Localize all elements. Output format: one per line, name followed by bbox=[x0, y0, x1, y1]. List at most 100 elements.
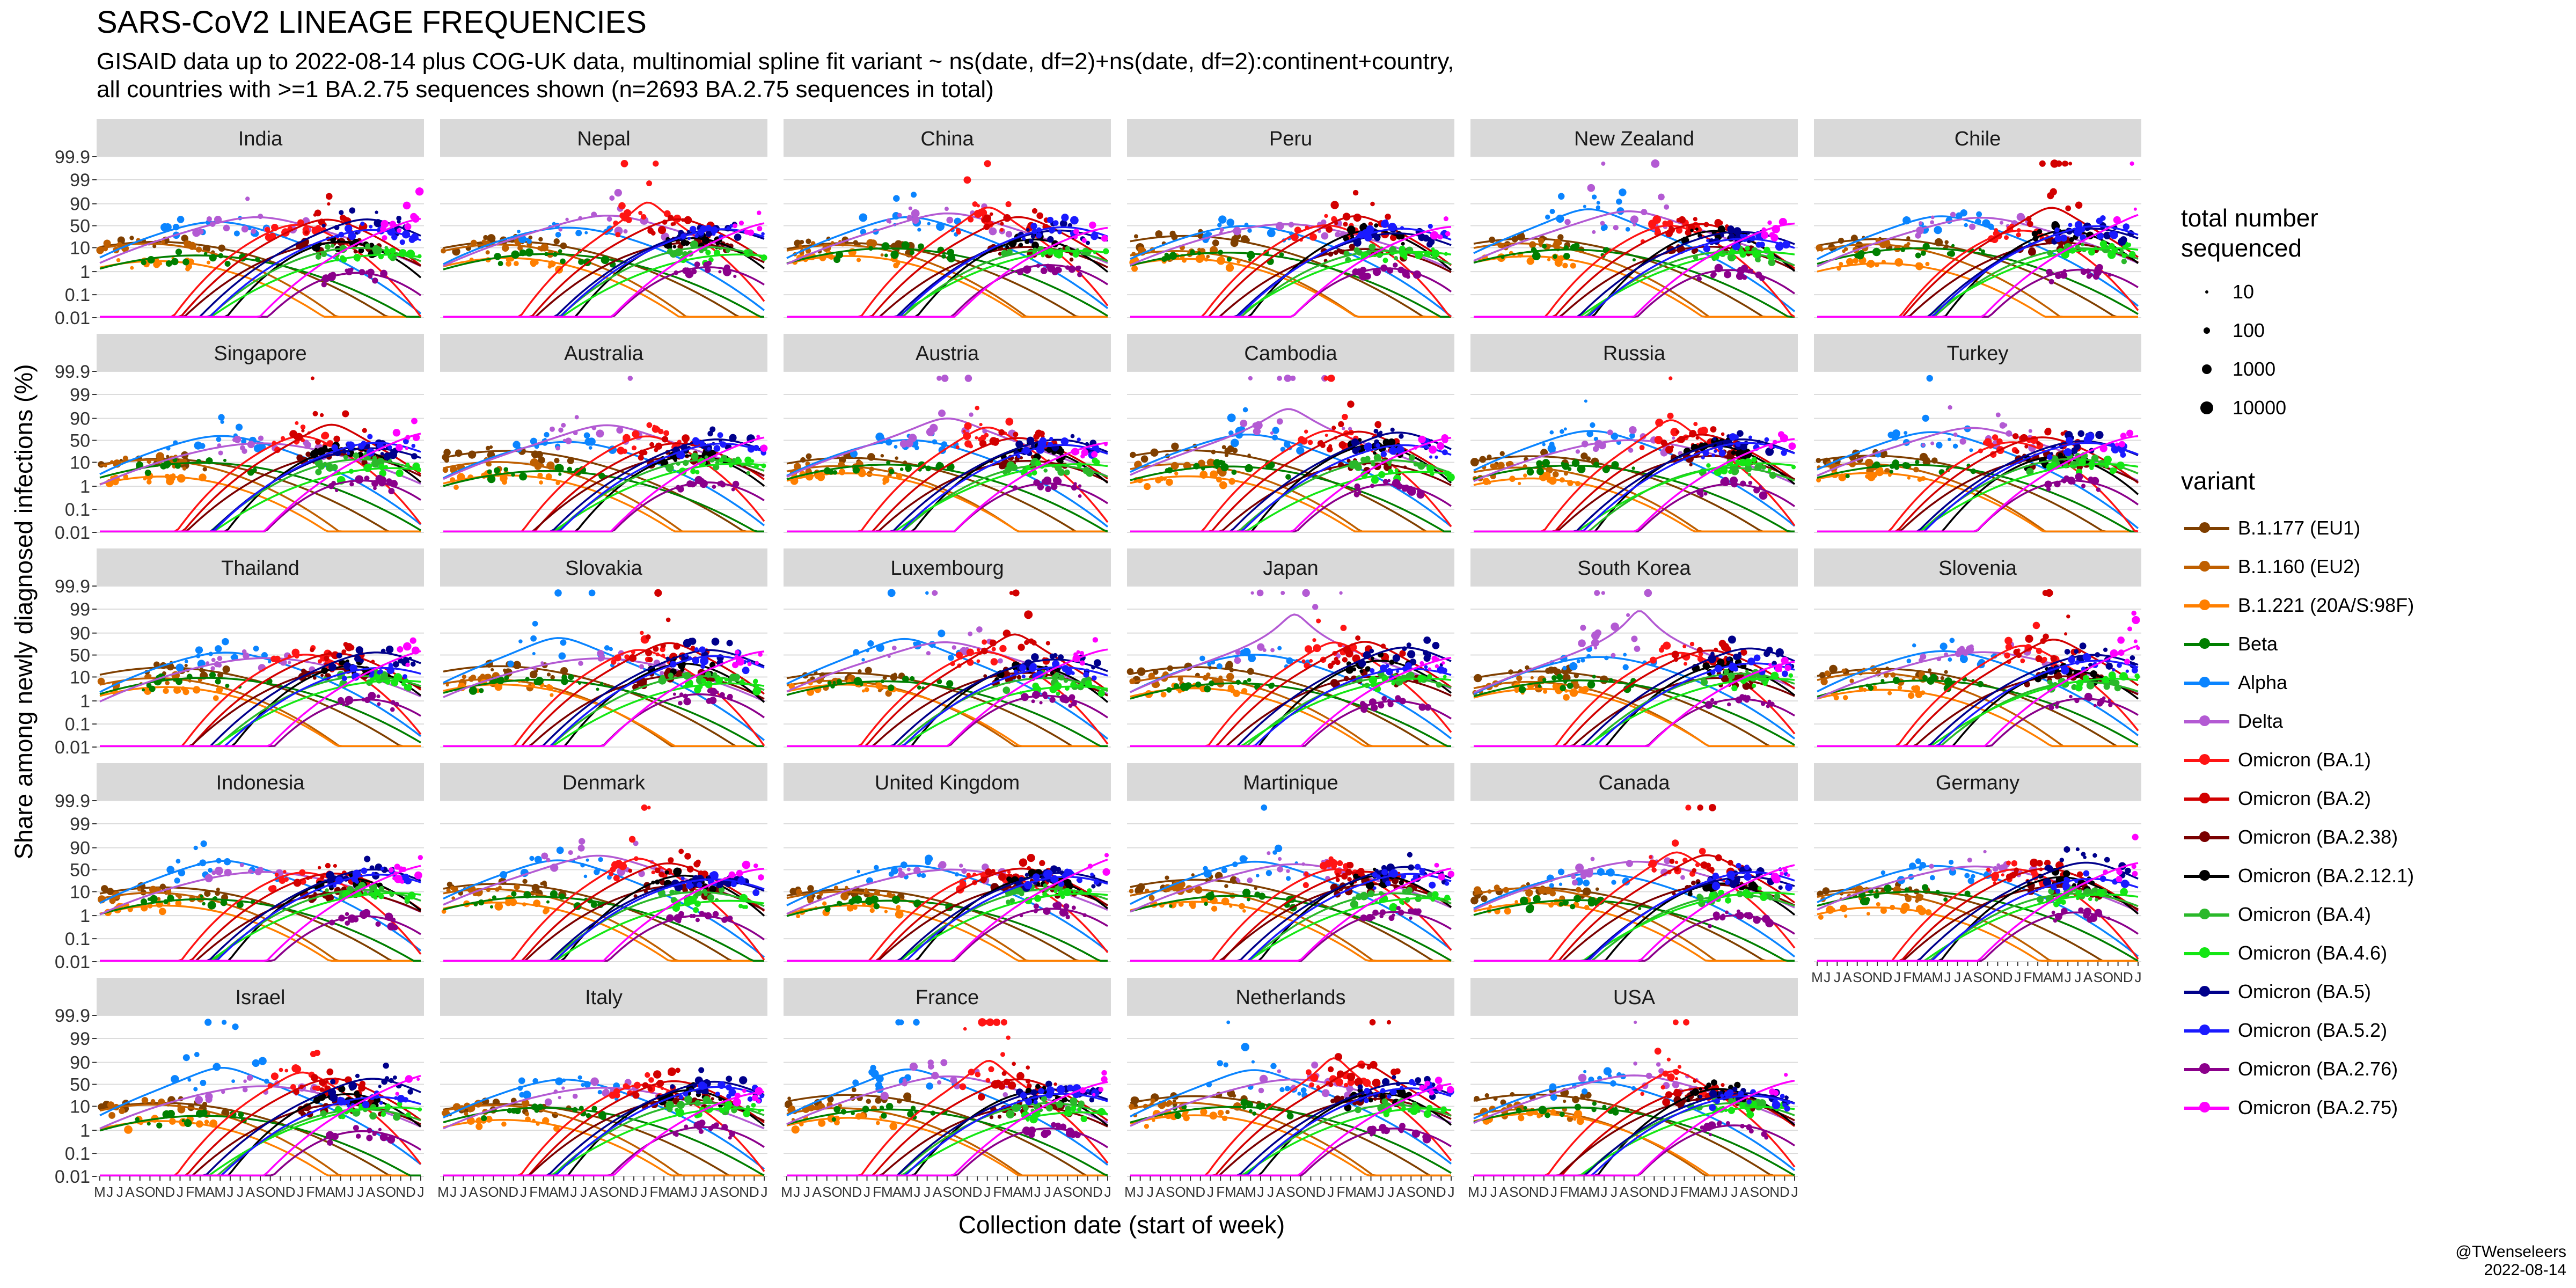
data-point bbox=[390, 707, 395, 712]
data-point bbox=[1296, 447, 1305, 455]
data-point bbox=[1353, 238, 1362, 247]
data-point bbox=[410, 213, 418, 221]
data-point bbox=[525, 248, 533, 257]
data-point bbox=[199, 473, 207, 481]
data-point bbox=[1024, 239, 1030, 244]
data-point bbox=[550, 675, 555, 680]
data-point bbox=[680, 876, 685, 881]
data-point bbox=[1424, 445, 1428, 449]
data-point bbox=[1094, 659, 1101, 667]
data-point bbox=[1556, 214, 1564, 223]
data-point bbox=[218, 450, 223, 456]
data-point bbox=[1570, 264, 1575, 268]
data-point bbox=[1580, 658, 1585, 663]
data-point bbox=[683, 685, 687, 689]
data-point bbox=[218, 414, 225, 421]
data-point bbox=[578, 259, 584, 265]
data-point bbox=[533, 667, 537, 671]
data-point bbox=[1445, 231, 1451, 237]
data-point bbox=[1573, 682, 1580, 690]
data-point bbox=[141, 688, 145, 692]
data-point bbox=[1385, 214, 1391, 220]
data-point bbox=[353, 249, 358, 254]
data-point bbox=[304, 230, 309, 235]
data-point bbox=[1934, 225, 1942, 235]
data-point bbox=[1740, 233, 1744, 237]
data-point bbox=[341, 257, 347, 263]
data-point bbox=[1759, 491, 1768, 500]
data-point bbox=[555, 445, 560, 451]
data-point bbox=[1387, 701, 1394, 707]
fit-line-b-1-221-20a-s-98f- bbox=[99, 475, 421, 532]
data-point bbox=[2129, 251, 2136, 258]
data-point bbox=[216, 686, 223, 694]
data-point bbox=[544, 252, 548, 257]
data-point bbox=[1381, 696, 1387, 701]
data-point bbox=[694, 233, 699, 238]
data-point bbox=[1710, 670, 1716, 675]
data-point bbox=[329, 919, 335, 926]
data-point bbox=[1767, 253, 1775, 260]
data-point bbox=[2024, 444, 2029, 449]
data-point bbox=[1006, 248, 1013, 255]
data-point bbox=[1235, 649, 1241, 655]
data-point bbox=[806, 238, 811, 244]
data-point bbox=[373, 676, 377, 680]
data-point bbox=[1424, 665, 1428, 669]
data-point bbox=[697, 882, 702, 888]
data-point bbox=[375, 474, 384, 483]
data-point bbox=[220, 420, 224, 424]
data-point bbox=[1987, 223, 1994, 230]
data-point bbox=[678, 848, 684, 854]
data-point bbox=[129, 236, 134, 240]
data-point bbox=[668, 214, 674, 221]
data-point bbox=[886, 218, 891, 223]
data-point bbox=[1407, 487, 1416, 496]
data-point bbox=[1328, 251, 1334, 257]
data-point bbox=[1206, 672, 1211, 677]
data-point bbox=[920, 873, 926, 879]
data-point bbox=[2048, 279, 2054, 284]
y-tick-label: 90 bbox=[70, 838, 90, 859]
fit-line-omicron-ba-2-75- bbox=[1130, 225, 1452, 318]
data-point bbox=[588, 446, 592, 450]
data-point bbox=[1224, 448, 1231, 455]
data-point bbox=[1135, 460, 1141, 467]
data-point bbox=[1582, 685, 1589, 693]
data-point bbox=[239, 445, 245, 451]
data-point bbox=[896, 905, 901, 910]
fit-line-b-1-221-20a-s-98f- bbox=[1130, 475, 1451, 532]
data-point bbox=[1644, 589, 1652, 597]
data-point bbox=[1330, 201, 1339, 209]
data-point bbox=[873, 903, 880, 910]
data-point bbox=[1491, 463, 1498, 470]
data-point bbox=[598, 472, 605, 479]
fit-line-omicron-ba-2-75- bbox=[787, 442, 1108, 532]
data-point bbox=[325, 862, 331, 869]
data-point bbox=[2016, 232, 2021, 238]
data-point bbox=[247, 869, 253, 874]
data-point bbox=[378, 253, 384, 260]
data-point bbox=[1005, 231, 1013, 238]
data-point bbox=[98, 461, 105, 468]
data-point bbox=[665, 656, 670, 661]
data-point bbox=[1714, 264, 1723, 273]
data-point bbox=[1628, 448, 1634, 453]
data-point bbox=[2036, 648, 2043, 654]
data-point bbox=[1064, 469, 1070, 475]
data-point bbox=[217, 672, 224, 678]
data-point bbox=[1166, 467, 1173, 474]
data-point bbox=[1407, 650, 1416, 658]
data-point bbox=[866, 648, 869, 653]
data-point bbox=[911, 209, 920, 218]
data-point bbox=[714, 875, 719, 879]
data-point bbox=[601, 255, 610, 265]
data-point bbox=[1330, 679, 1338, 687]
data-point bbox=[338, 231, 345, 238]
data-point bbox=[97, 677, 105, 685]
data-point bbox=[1693, 255, 1699, 260]
data-point bbox=[1221, 445, 1226, 450]
data-point bbox=[1216, 663, 1223, 670]
fit-line-omicron-ba-2-75- bbox=[787, 226, 1108, 318]
data-point bbox=[1373, 453, 1381, 462]
